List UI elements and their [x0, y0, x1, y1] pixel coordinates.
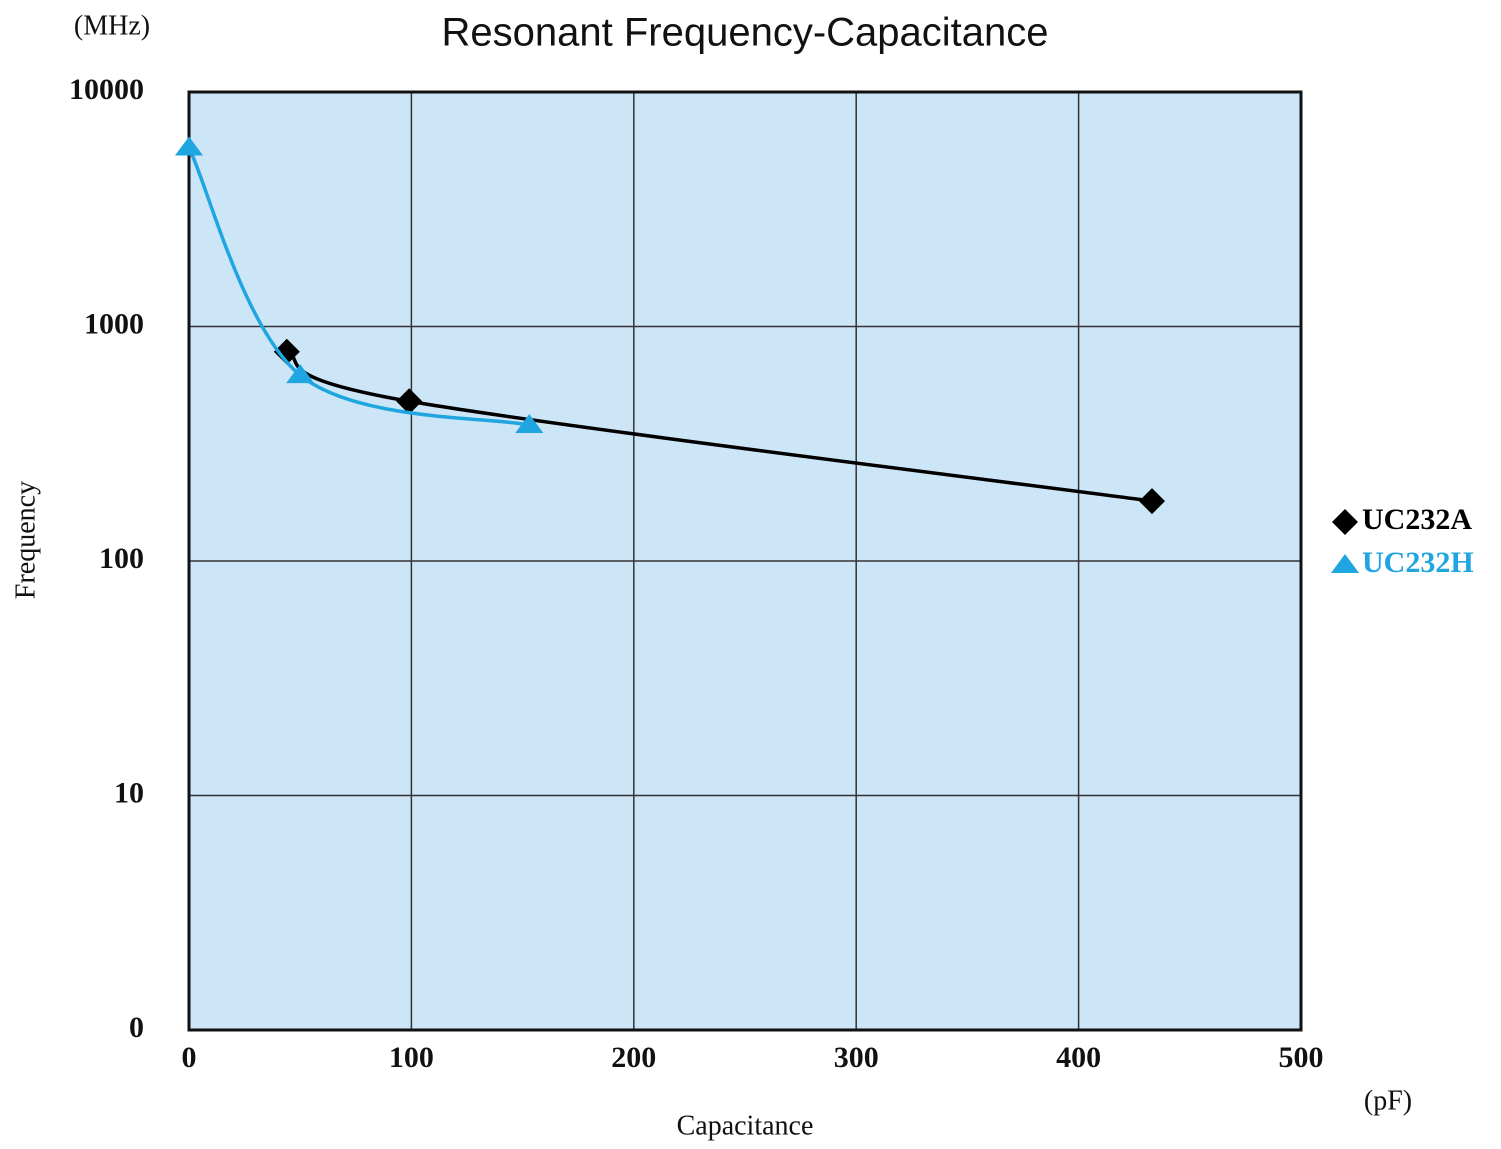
legend-marker	[1332, 509, 1358, 535]
x-unit: (pF)	[1364, 1085, 1412, 1116]
plot-frame	[187, 90, 1303, 1032]
x-tick-label: 0	[182, 1041, 197, 1074]
data-point	[273, 338, 300, 365]
data-point	[286, 364, 315, 384]
legend-label: UC232H	[1362, 546, 1474, 579]
legend-marker	[1331, 554, 1359, 573]
y-tick-label: 1000	[84, 307, 144, 340]
x-tick-label: 200	[611, 1041, 656, 1074]
y-axis-label: Frequency	[10, 481, 41, 599]
y-tick-label: 100	[99, 542, 144, 575]
chart-title: Resonant Frequency-Capacitance	[441, 11, 1048, 55]
y-tick-label: 10000	[69, 73, 144, 106]
data-point	[1138, 488, 1165, 515]
x-tick-label: 300	[834, 1041, 879, 1074]
data-point	[175, 136, 203, 156]
x-tick-label: 100	[389, 1041, 434, 1074]
data-point	[396, 388, 423, 415]
y-tick-label: 0	[129, 1011, 144, 1044]
y-unit: (MHz)	[74, 10, 150, 41]
x-axis-label: Capacitance	[677, 1110, 814, 1141]
x-tick-label: 500	[1279, 1041, 1324, 1074]
x-tick-label: 400	[1056, 1041, 1101, 1074]
legend-label: UC232A	[1362, 503, 1472, 536]
data-point	[515, 414, 544, 434]
y-tick-label: 10	[114, 776, 144, 809]
